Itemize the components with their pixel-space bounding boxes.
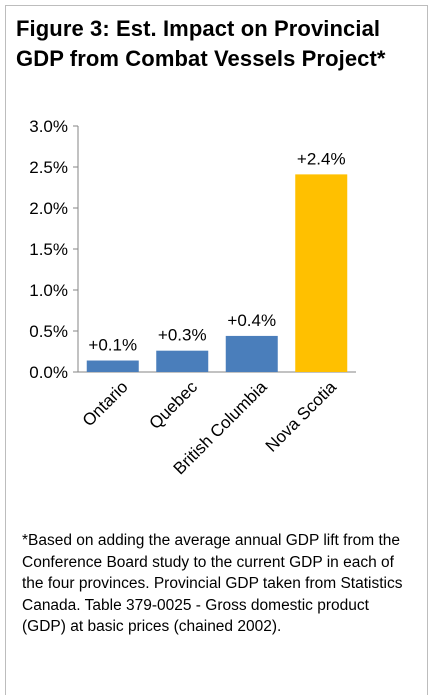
category-label: Quebec — [146, 377, 202, 433]
bar-chart: 0.0% 0.5% 1.0% 1.5% 2.0% 2.5% 3.0% +0.1% Ontari… — [29, 117, 356, 478]
data-label: +2.4% — [297, 149, 346, 168]
y-tick-label: 0.5% — [29, 322, 68, 341]
bar-british-columbia — [225, 335, 278, 372]
y-tick-label: 0.0% — [29, 363, 68, 382]
chart-axes: 0.0% 0.5% 1.0% 1.5% 2.0% 2.5% 3.0% — [29, 117, 356, 382]
bar-ontario — [86, 360, 139, 372]
category-label: Ontario — [79, 377, 132, 430]
bar-quebec — [156, 350, 209, 372]
category-label: Nova Scotia — [262, 377, 341, 456]
figure-frame — [5, 5, 428, 695]
y-tick-label: 1.5% — [29, 240, 68, 259]
y-tick-label: 3.0% — [29, 117, 68, 136]
data-label: +0.4% — [227, 311, 276, 330]
y-tick-label: 1.0% — [29, 281, 68, 300]
bar-nova-scotia — [295, 174, 348, 372]
data-label: +0.1% — [88, 336, 137, 355]
y-tick-label: 2.5% — [29, 158, 68, 177]
footnote: *Based on adding the average annual GDP … — [22, 532, 403, 635]
chart-title: Figure 3: Est. Impact on Provincial GDP … — [16, 16, 386, 71]
y-tick-label: 2.0% — [29, 199, 68, 218]
chart-bars — [86, 174, 348, 372]
data-label: +0.3% — [158, 326, 207, 345]
